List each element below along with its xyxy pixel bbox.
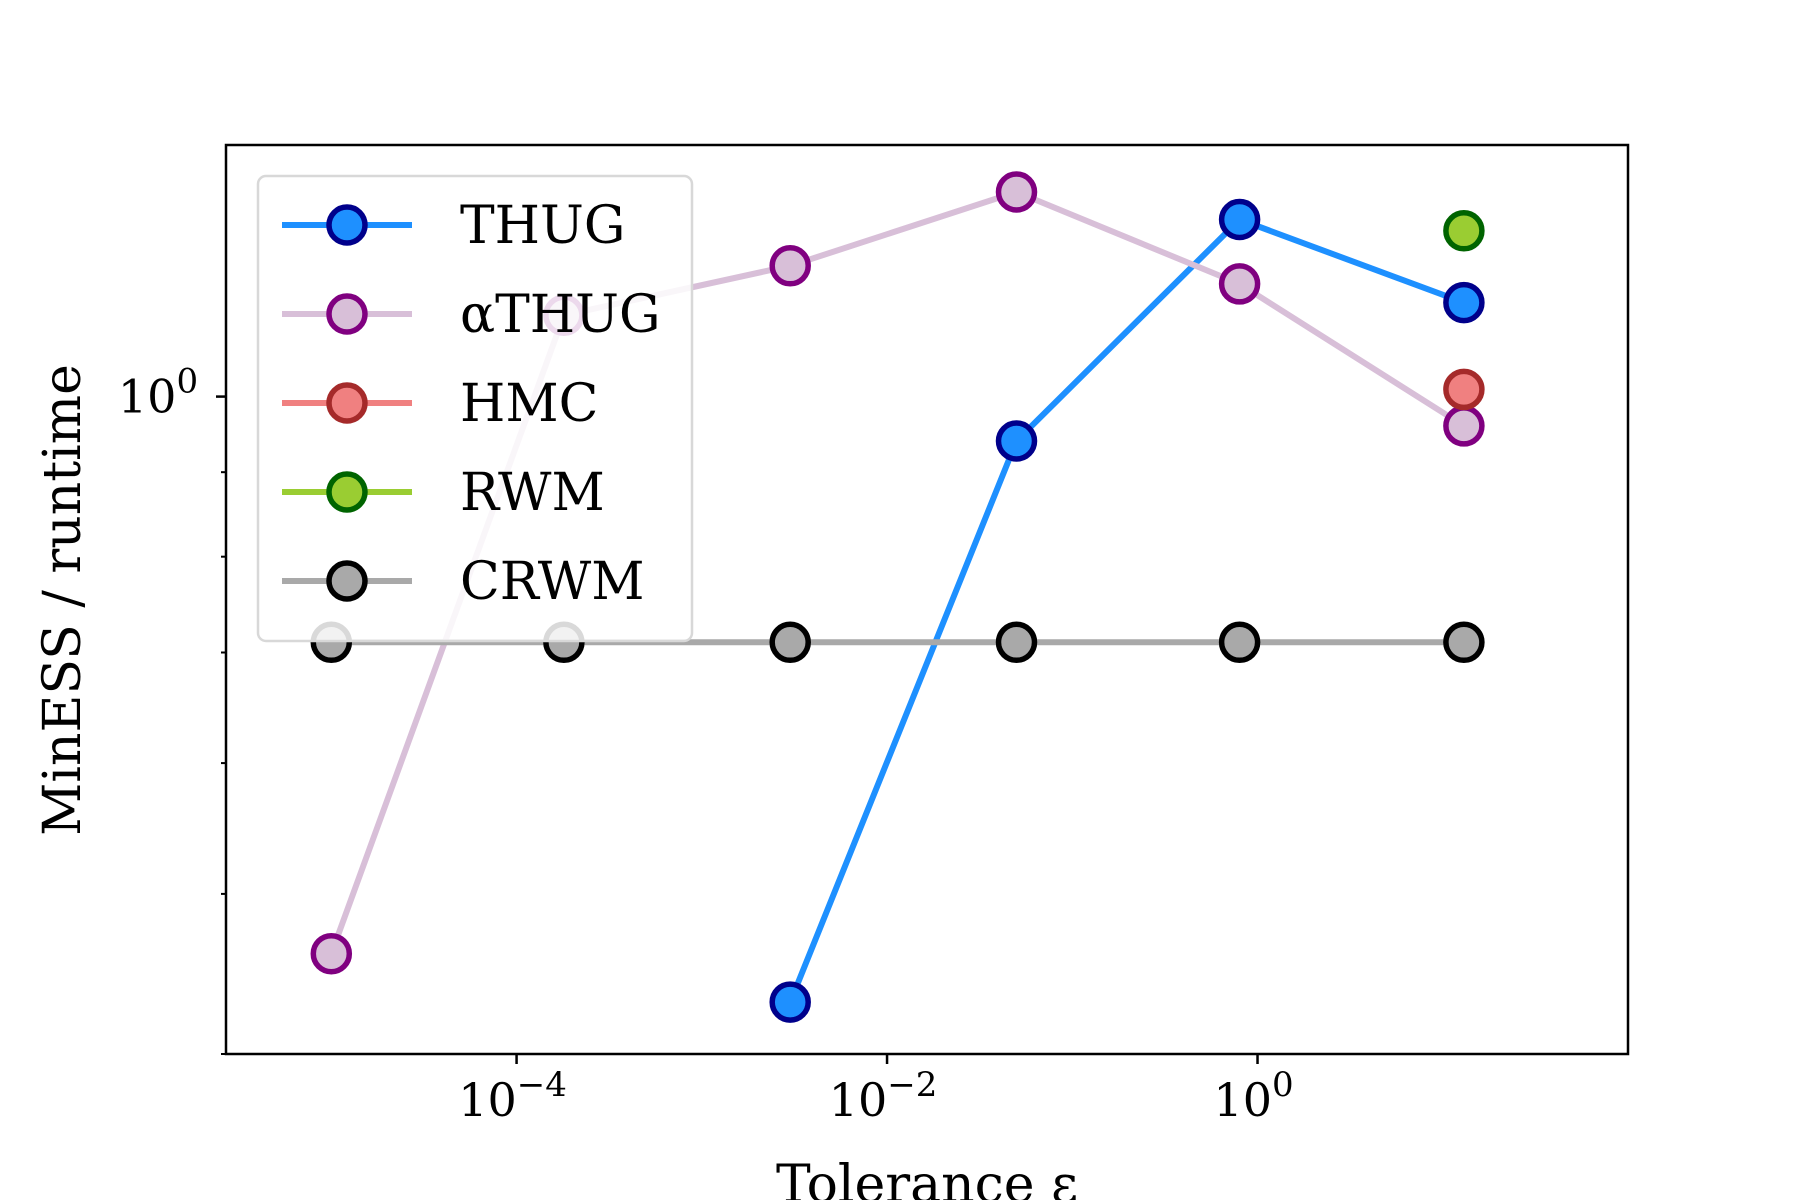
athug-point xyxy=(1443,405,1485,447)
crwm-point xyxy=(1218,621,1261,664)
legend-thug-marker xyxy=(326,204,368,246)
x-tick-label-1: 10−2 xyxy=(829,1065,938,1127)
athug-point xyxy=(1218,263,1261,305)
crwm-point xyxy=(1443,621,1485,664)
rwm-point xyxy=(1443,210,1485,252)
legend-hmc-label: HMC xyxy=(460,374,598,434)
thug-point xyxy=(1218,198,1261,241)
x-tick-label-2: 100 xyxy=(1213,1065,1293,1127)
x-tick-label-0: 10−4 xyxy=(458,1065,567,1127)
thug-point xyxy=(769,981,811,1023)
legend-athug-marker xyxy=(326,293,368,335)
legend-thug-label: THUG xyxy=(460,196,625,256)
athug-point xyxy=(310,932,353,975)
legend-athug-label: αTHUG xyxy=(460,285,661,345)
y-axis-label: MinESS / runtime xyxy=(33,364,93,836)
legend-rwm-label: RWM xyxy=(460,463,605,523)
legend: THUG αTHUG HMC RWM CRWM xyxy=(256,174,694,643)
ticks-layer: 10−4 10−2 100 100 xyxy=(118,362,1294,1127)
crwm-point xyxy=(769,621,811,664)
legend-crwm-label: CRWM xyxy=(460,552,645,612)
athug-point xyxy=(995,171,1038,213)
legend-frame xyxy=(256,174,694,643)
thug-line xyxy=(787,216,1467,1006)
hmc-point xyxy=(1443,368,1485,411)
legend-rwm-marker xyxy=(326,471,368,513)
crwm-point xyxy=(995,621,1038,664)
thug-point xyxy=(995,420,1038,462)
thug-point xyxy=(1443,281,1485,324)
y-tick-label-0: 100 xyxy=(118,362,198,424)
athug-point xyxy=(769,245,811,287)
legend-crwm-marker xyxy=(326,560,368,602)
legend-hmc-marker xyxy=(326,382,368,424)
plot-frame xyxy=(224,143,1630,1056)
x-axis-label: Tolerance ε xyxy=(776,1155,1078,1200)
